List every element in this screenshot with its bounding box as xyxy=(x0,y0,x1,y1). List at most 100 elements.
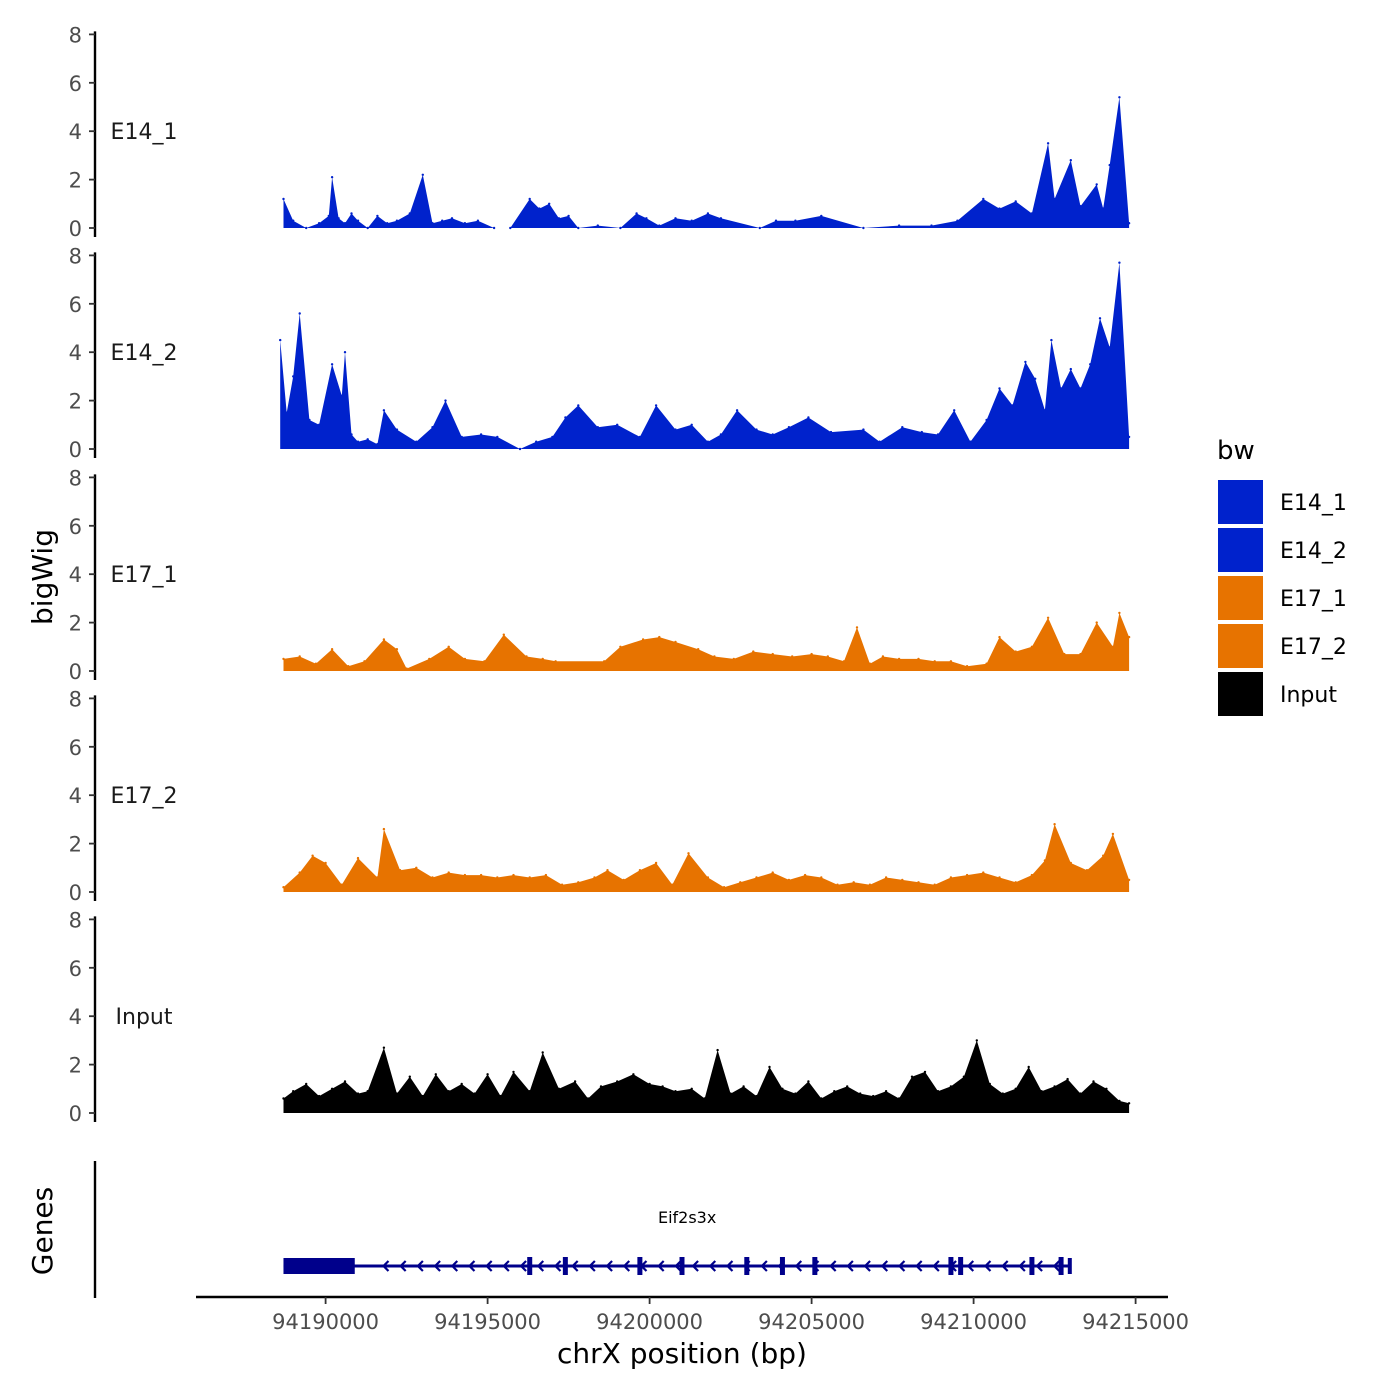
y-axis-title: bigWig xyxy=(26,529,59,625)
data-point xyxy=(645,217,648,220)
data-point xyxy=(1127,1102,1131,1105)
data-point xyxy=(1102,207,1105,210)
data-point xyxy=(496,876,499,879)
data-point xyxy=(787,426,791,429)
data-point xyxy=(541,1051,544,1054)
y-tick-label: 6 xyxy=(69,293,82,317)
data-point xyxy=(758,226,761,230)
data-point xyxy=(282,886,285,889)
y-tick-label: 0 xyxy=(69,660,82,684)
data-point xyxy=(1046,142,1050,145)
y-tick-label: 2 xyxy=(69,1054,82,1078)
data-point xyxy=(1092,1080,1095,1083)
data-point xyxy=(386,222,389,225)
data-point xyxy=(833,1090,836,1093)
data-point xyxy=(292,219,295,222)
legend-title: bw xyxy=(1217,436,1255,466)
track-E14_2: 0 2 4 6 8 E14_2 xyxy=(69,244,1131,462)
data-point xyxy=(544,873,548,877)
data-point xyxy=(985,418,988,422)
data-point xyxy=(1079,205,1082,208)
data-point xyxy=(596,224,599,227)
data-point xyxy=(988,1082,991,1086)
data-point xyxy=(1030,873,1034,877)
data-point xyxy=(382,409,386,412)
data-point xyxy=(431,876,434,879)
data-point xyxy=(298,871,301,874)
data-point xyxy=(820,1097,823,1100)
y-tick-label: 4 xyxy=(69,120,82,144)
data-point xyxy=(962,1075,966,1078)
data-point xyxy=(1069,861,1073,865)
data-point xyxy=(496,435,499,439)
strand-arrow xyxy=(966,1260,975,1272)
data-point xyxy=(586,1097,590,1100)
data-point xyxy=(638,435,642,439)
data-point xyxy=(965,873,969,877)
data-point xyxy=(1118,611,1121,615)
data-point xyxy=(356,856,360,860)
strand-arrow xyxy=(588,1260,596,1272)
data-point xyxy=(305,226,308,230)
data-point xyxy=(703,1097,706,1100)
data-point xyxy=(920,430,923,434)
data-point xyxy=(1043,859,1047,862)
data-point xyxy=(616,1080,619,1083)
data-point xyxy=(509,226,512,230)
legend: bw E14_1 E14_2 E17_1 E17_2 Input xyxy=(1217,436,1347,716)
y-tick-label: 6 xyxy=(69,515,82,539)
data-point xyxy=(855,626,859,629)
strand-arrow xyxy=(416,1260,424,1272)
data-point xyxy=(949,1085,953,1088)
data-point xyxy=(298,655,301,658)
data-point xyxy=(282,657,285,661)
data-point xyxy=(794,1092,797,1095)
legend-label: E17_2 xyxy=(1280,635,1347,660)
data-point xyxy=(632,1073,635,1076)
track-Input: 0 2 4 6 8 Input xyxy=(69,908,1131,1126)
data-point xyxy=(460,1082,463,1086)
data-point xyxy=(292,1090,295,1093)
data-point xyxy=(706,212,710,215)
data-point xyxy=(868,662,872,665)
track-E17_2: 0 2 4 6 8 E17_2 xyxy=(69,687,1131,905)
data-point xyxy=(395,219,399,222)
data-point xyxy=(479,433,483,436)
data-point xyxy=(1127,878,1131,882)
data-point xyxy=(577,226,580,230)
data-point xyxy=(859,1092,862,1095)
data-point xyxy=(330,363,334,366)
data-point xyxy=(376,443,379,446)
data-point xyxy=(930,224,933,227)
data-point xyxy=(317,222,321,225)
strand-arrow xyxy=(433,1260,441,1272)
x-tick-label: 94210000 xyxy=(920,1310,1027,1334)
area-E14_2 xyxy=(280,262,1130,449)
strand-arrow xyxy=(691,1260,699,1272)
data-point xyxy=(716,1048,719,1052)
strand-arrow xyxy=(502,1260,510,1272)
strand-arrow xyxy=(485,1260,493,1272)
data-point xyxy=(308,418,311,422)
data-point xyxy=(755,1094,758,1098)
data-point xyxy=(1030,645,1034,648)
data-point xyxy=(752,650,755,653)
data-point xyxy=(1118,1099,1121,1103)
data-point xyxy=(820,876,823,879)
legend-item-E17_1: E17_1 xyxy=(1218,576,1347,620)
data-point xyxy=(732,657,735,661)
data-point xyxy=(1098,317,1102,320)
strand-arrow xyxy=(519,1260,527,1272)
y-tick-label: 8 xyxy=(69,244,82,268)
y-tick-label: 8 xyxy=(69,908,82,932)
data-point xyxy=(878,440,881,443)
data-point xyxy=(415,866,418,869)
x-axis: 94190000 94195000 94200000 94205000 94210000… xyxy=(196,1295,1189,1334)
data-point xyxy=(690,1087,693,1091)
area-E14_1 xyxy=(283,97,1130,228)
strand-arrow xyxy=(450,1260,459,1272)
data-point xyxy=(998,876,1001,879)
data-point xyxy=(502,633,505,636)
data-point xyxy=(347,665,350,668)
